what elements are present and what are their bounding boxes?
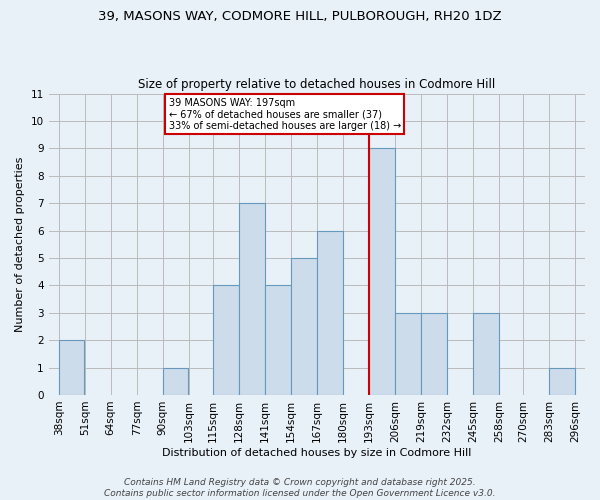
Bar bbox=[265, 286, 290, 395]
Bar bbox=[369, 148, 395, 395]
Bar bbox=[59, 340, 85, 395]
Bar bbox=[317, 230, 343, 395]
Y-axis label: Number of detached properties: Number of detached properties bbox=[15, 156, 25, 332]
Text: Contains HM Land Registry data © Crown copyright and database right 2025.
Contai: Contains HM Land Registry data © Crown c… bbox=[104, 478, 496, 498]
Bar bbox=[473, 313, 499, 395]
Bar bbox=[163, 368, 188, 395]
X-axis label: Distribution of detached houses by size in Codmore Hill: Distribution of detached houses by size … bbox=[162, 448, 472, 458]
Bar bbox=[291, 258, 317, 395]
Bar bbox=[239, 203, 265, 395]
Bar bbox=[421, 313, 446, 395]
Bar bbox=[395, 313, 421, 395]
Title: Size of property relative to detached houses in Codmore Hill: Size of property relative to detached ho… bbox=[138, 78, 496, 91]
Bar bbox=[213, 286, 239, 395]
Bar bbox=[549, 368, 575, 395]
Text: 39, MASONS WAY, CODMORE HILL, PULBOROUGH, RH20 1DZ: 39, MASONS WAY, CODMORE HILL, PULBOROUGH… bbox=[98, 10, 502, 23]
Text: 39 MASONS WAY: 197sqm
← 67% of detached houses are smaller (37)
33% of semi-deta: 39 MASONS WAY: 197sqm ← 67% of detached … bbox=[169, 98, 401, 131]
